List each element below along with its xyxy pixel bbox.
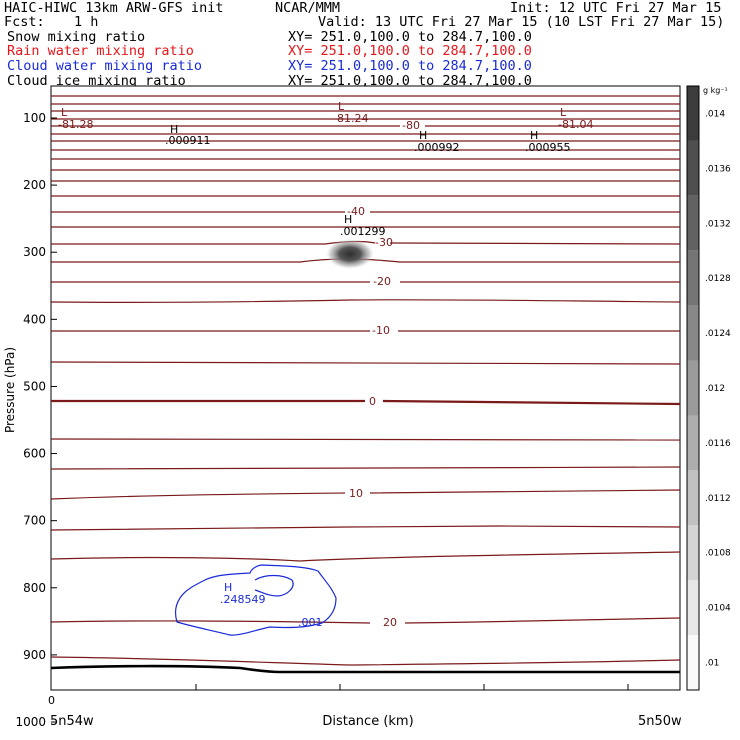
colorbar-swatch bbox=[687, 580, 699, 636]
contour-label-10: 10 bbox=[349, 487, 363, 500]
colorbar-label: .0128 bbox=[705, 274, 731, 284]
colorbar-swatch bbox=[687, 415, 699, 471]
contour-label-zero: 0 bbox=[369, 395, 376, 408]
field-name-snow: Snow mixing ratio bbox=[7, 29, 146, 45]
colorbar-label: .012 bbox=[705, 384, 725, 394]
colorbar-unit: g kg⁻¹ bbox=[703, 86, 728, 95]
colorbar-swatch bbox=[687, 360, 699, 416]
init-time: Init: 12 UTC Fri 27 Mar 15 bbox=[510, 0, 722, 16]
high-marker: H bbox=[419, 129, 427, 142]
x-right-location: 5n50w bbox=[638, 714, 682, 729]
high-value: .001299 bbox=[340, 225, 386, 238]
y-tick-label: 1000 bbox=[15, 715, 46, 729]
terrain-line bbox=[50, 664, 680, 674]
temperature-contour-labels: -80 -40 -30 -20 -10 0 10 20 bbox=[347, 119, 420, 629]
colorbar-swatch bbox=[687, 86, 699, 141]
colorbar-label: .0108 bbox=[705, 549, 731, 559]
low-value: -81.04 bbox=[558, 118, 593, 131]
cloud-water-contour bbox=[174, 564, 337, 636]
colorbar-label: .0104 bbox=[705, 604, 731, 614]
field-name-rain: Rain water mixing ratio bbox=[7, 43, 194, 59]
high-value: .000992 bbox=[414, 141, 460, 154]
y-axis: 100 200 300 400 500 600 700 800 900 1000 bbox=[15, 111, 57, 729]
high-marker: H bbox=[170, 123, 178, 136]
x-tick-label-zero: 0 bbox=[48, 694, 55, 707]
y-tick-label: 200 bbox=[23, 178, 46, 192]
x-axis-label: Distance (km) bbox=[322, 714, 413, 729]
colorbar-swatch bbox=[687, 250, 699, 306]
x-axis bbox=[195, 684, 629, 690]
low-value: -81.24 bbox=[333, 112, 368, 125]
y-tick-label: 700 bbox=[23, 514, 46, 528]
low-marker: L bbox=[338, 100, 345, 113]
colorbar-label: .01 bbox=[705, 659, 719, 669]
contour-label-20: 20 bbox=[383, 616, 397, 629]
contour-label-minus30: -30 bbox=[375, 236, 393, 249]
colorbar-swatch bbox=[687, 305, 699, 361]
colorbar-label: .014 bbox=[705, 109, 725, 119]
low-marker: L bbox=[61, 106, 68, 119]
colorbar-swatch bbox=[687, 635, 699, 690]
field-xy-snow: XY= 251.0,100.0 to 284.7,100.0 bbox=[288, 29, 532, 45]
colorbar-label: .0132 bbox=[705, 219, 731, 229]
field-xy-rain: XY= 251.0,100.0 to 284.7,100.0 bbox=[288, 43, 532, 59]
contour-label-minus40: -40 bbox=[347, 205, 365, 218]
high-marker: H bbox=[224, 581, 232, 594]
colorbar-label: .0124 bbox=[705, 329, 731, 339]
plot-frame bbox=[50, 85, 681, 691]
y-tick-label: 100 bbox=[23, 111, 46, 125]
colorbar-frame bbox=[686, 85, 700, 691]
colorbar-swatch bbox=[687, 525, 699, 581]
y-tick-label: 800 bbox=[23, 581, 46, 595]
valid-time: Valid: 13 UTC Fri 27 Mar 15 (10 LST Fri … bbox=[318, 14, 725, 30]
high-marker: H bbox=[530, 129, 538, 142]
colorbar: .01 .0104 .0108 .0112 .0116 .012 .0124 .0128 .01… bbox=[686, 85, 731, 691]
chart-title: HAIC-HIWC 13km ARW-GFS init bbox=[4, 0, 224, 16]
high-value: .248549 bbox=[220, 593, 266, 606]
colorbar-swatch bbox=[687, 140, 699, 196]
colorbar-swatch bbox=[687, 470, 699, 526]
high-marker: H bbox=[344, 213, 352, 226]
cloud-water-contour-label: .001 bbox=[298, 616, 323, 629]
y-tick-label: 600 bbox=[23, 447, 46, 461]
contour-label-minus80: -80 bbox=[402, 119, 420, 132]
y-tick-label: 500 bbox=[23, 379, 46, 393]
contour-label-minus10: -10 bbox=[372, 324, 390, 337]
x-left-location: 5n54w bbox=[50, 714, 94, 729]
cloud-ice-shading bbox=[326, 239, 374, 269]
fcst-value: 1 h bbox=[74, 14, 99, 30]
contour-label-minus20: -20 bbox=[373, 275, 391, 288]
y-tick-label: 300 bbox=[23, 245, 46, 259]
high-value: .000911 bbox=[165, 134, 211, 147]
field-name-cloud-water: Cloud water mixing ratio bbox=[7, 58, 203, 74]
field-xy-cloud-ice: XY= 251.0,100.0 to 284.7,100.0 bbox=[288, 73, 532, 89]
fcst-label: Fcst: bbox=[4, 14, 45, 30]
colorbar-label: .0112 bbox=[705, 494, 731, 504]
y-tick-label: 900 bbox=[23, 648, 46, 662]
y-axis-label: Pressure (hPa) bbox=[3, 347, 17, 433]
low-value: -81.28 bbox=[58, 118, 93, 131]
field-xy-cloud-water: XY= 251.0,100.0 to 284.7,100.0 bbox=[288, 58, 532, 74]
extrema-markers: L -81.28 L -81.24 L -81.04 H .000911 H .… bbox=[58, 100, 593, 629]
org-label: NCAR/MMM bbox=[275, 0, 341, 16]
colorbar-label: .0136 bbox=[705, 164, 731, 174]
field-name-cloud-ice: Cloud ice mixing ratio bbox=[7, 73, 186, 89]
colorbar-label: .0116 bbox=[705, 439, 731, 449]
y-tick-label: 400 bbox=[23, 312, 46, 326]
colorbar-swatch bbox=[687, 195, 699, 251]
high-value: .000955 bbox=[525, 141, 571, 154]
low-marker: L bbox=[560, 106, 567, 119]
